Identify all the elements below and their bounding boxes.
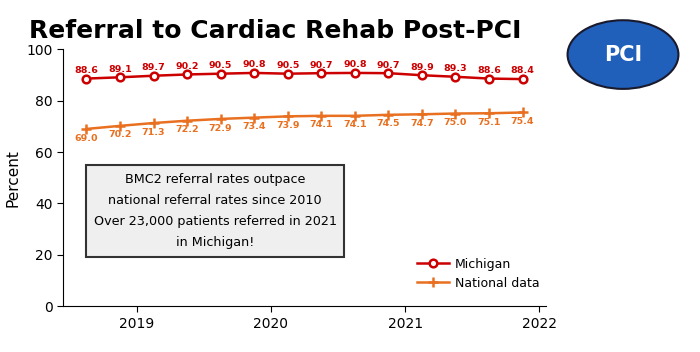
Text: 89.7: 89.7 [141, 63, 165, 72]
Legend: Michigan, National data: Michigan, National data [412, 253, 545, 295]
Text: 69.0: 69.0 [75, 133, 98, 143]
Text: 90.7: 90.7 [377, 61, 400, 70]
Text: 72.9: 72.9 [209, 124, 232, 133]
Text: PCI: PCI [604, 45, 642, 64]
Text: 90.7: 90.7 [309, 61, 333, 70]
Text: 90.5: 90.5 [276, 61, 300, 70]
Text: 90.8: 90.8 [242, 60, 266, 69]
Text: 74.1: 74.1 [309, 120, 333, 130]
Text: 89.3: 89.3 [444, 64, 468, 73]
Y-axis label: Percent: Percent [6, 149, 21, 207]
Text: 90.8: 90.8 [343, 60, 367, 69]
Text: 88.6: 88.6 [74, 66, 99, 75]
Ellipse shape [568, 20, 678, 89]
Text: 73.4: 73.4 [242, 122, 266, 131]
Text: 75.0: 75.0 [444, 118, 467, 127]
Text: 89.1: 89.1 [108, 65, 132, 74]
Text: 90.5: 90.5 [209, 61, 232, 70]
Text: 74.7: 74.7 [410, 119, 434, 128]
Text: 70.2: 70.2 [108, 131, 132, 139]
Text: BMC2 referral rates outpace
national referral rates since 2010
Over 23,000 patie: BMC2 referral rates outpace national ref… [94, 173, 337, 249]
Text: 75.1: 75.1 [477, 118, 500, 127]
Text: 88.4: 88.4 [510, 67, 535, 75]
Text: 88.6: 88.6 [477, 66, 501, 75]
Text: Referral to Cardiac Rehab Post-PCI: Referral to Cardiac Rehab Post-PCI [29, 19, 522, 43]
Text: 89.9: 89.9 [410, 63, 434, 72]
Text: 72.2: 72.2 [175, 125, 199, 134]
Text: 74.5: 74.5 [377, 119, 400, 128]
Text: 71.3: 71.3 [142, 128, 165, 137]
Text: 73.9: 73.9 [276, 121, 300, 130]
Text: 74.1: 74.1 [343, 120, 367, 130]
Text: 90.2: 90.2 [176, 62, 199, 71]
Text: 75.4: 75.4 [511, 117, 534, 126]
